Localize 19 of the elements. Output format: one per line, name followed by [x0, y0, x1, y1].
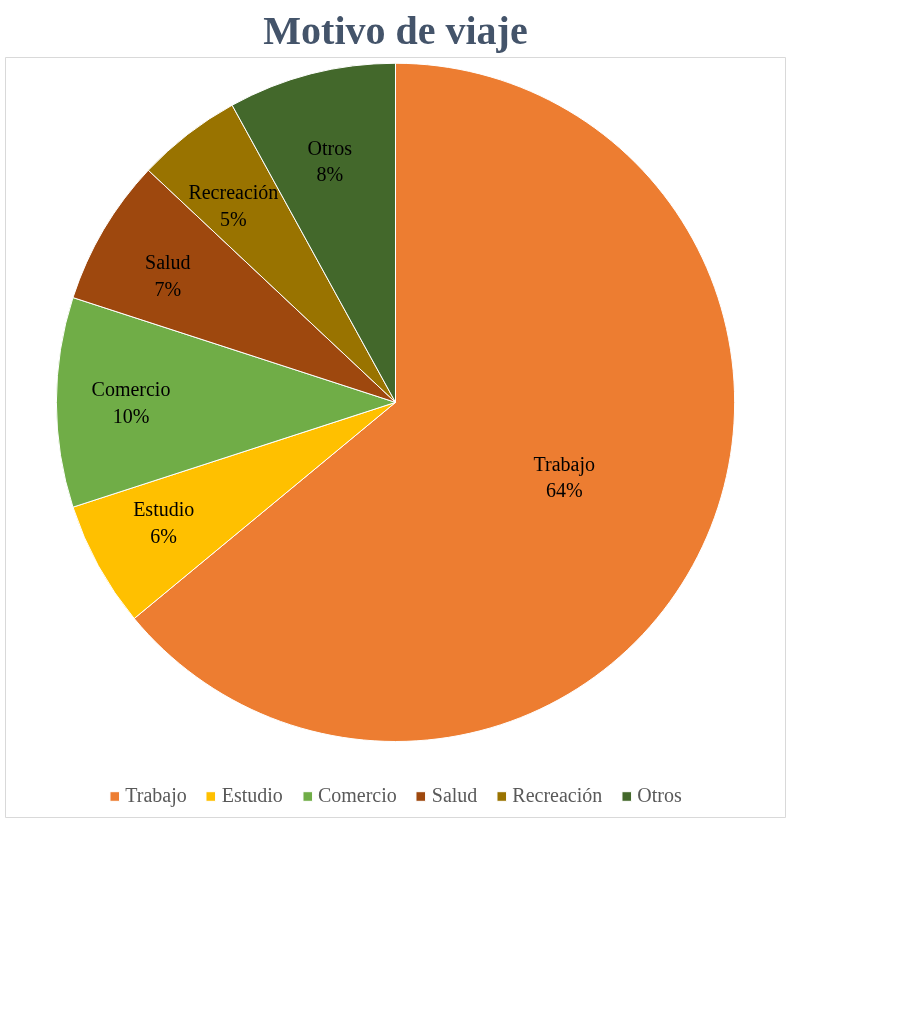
legend-label: Recreación [512, 784, 603, 807]
data-label: 8% [316, 163, 344, 186]
data-label: 6% [150, 524, 178, 547]
legend-label: Otros [637, 784, 682, 807]
slice-label: Recreación [188, 181, 279, 204]
legend-label: Comercio [317, 784, 397, 807]
chart-title: Motivo de viaje [263, 7, 528, 53]
legend-label: Estudio [221, 784, 283, 807]
slice-label: Estudio [133, 498, 195, 521]
data-label: 5% [220, 207, 247, 230]
data-label: 10% [112, 404, 150, 427]
legend-label: Trabajo [125, 784, 187, 807]
data-label: 7% [154, 277, 182, 300]
data-label: 64% [545, 479, 583, 502]
slice-label: Salud [145, 251, 191, 274]
slice-label: Trabajo [533, 452, 596, 476]
slice-label: Comercio [91, 378, 171, 401]
slice-label: Otros [307, 136, 353, 159]
legend-label: Salud [431, 784, 478, 807]
